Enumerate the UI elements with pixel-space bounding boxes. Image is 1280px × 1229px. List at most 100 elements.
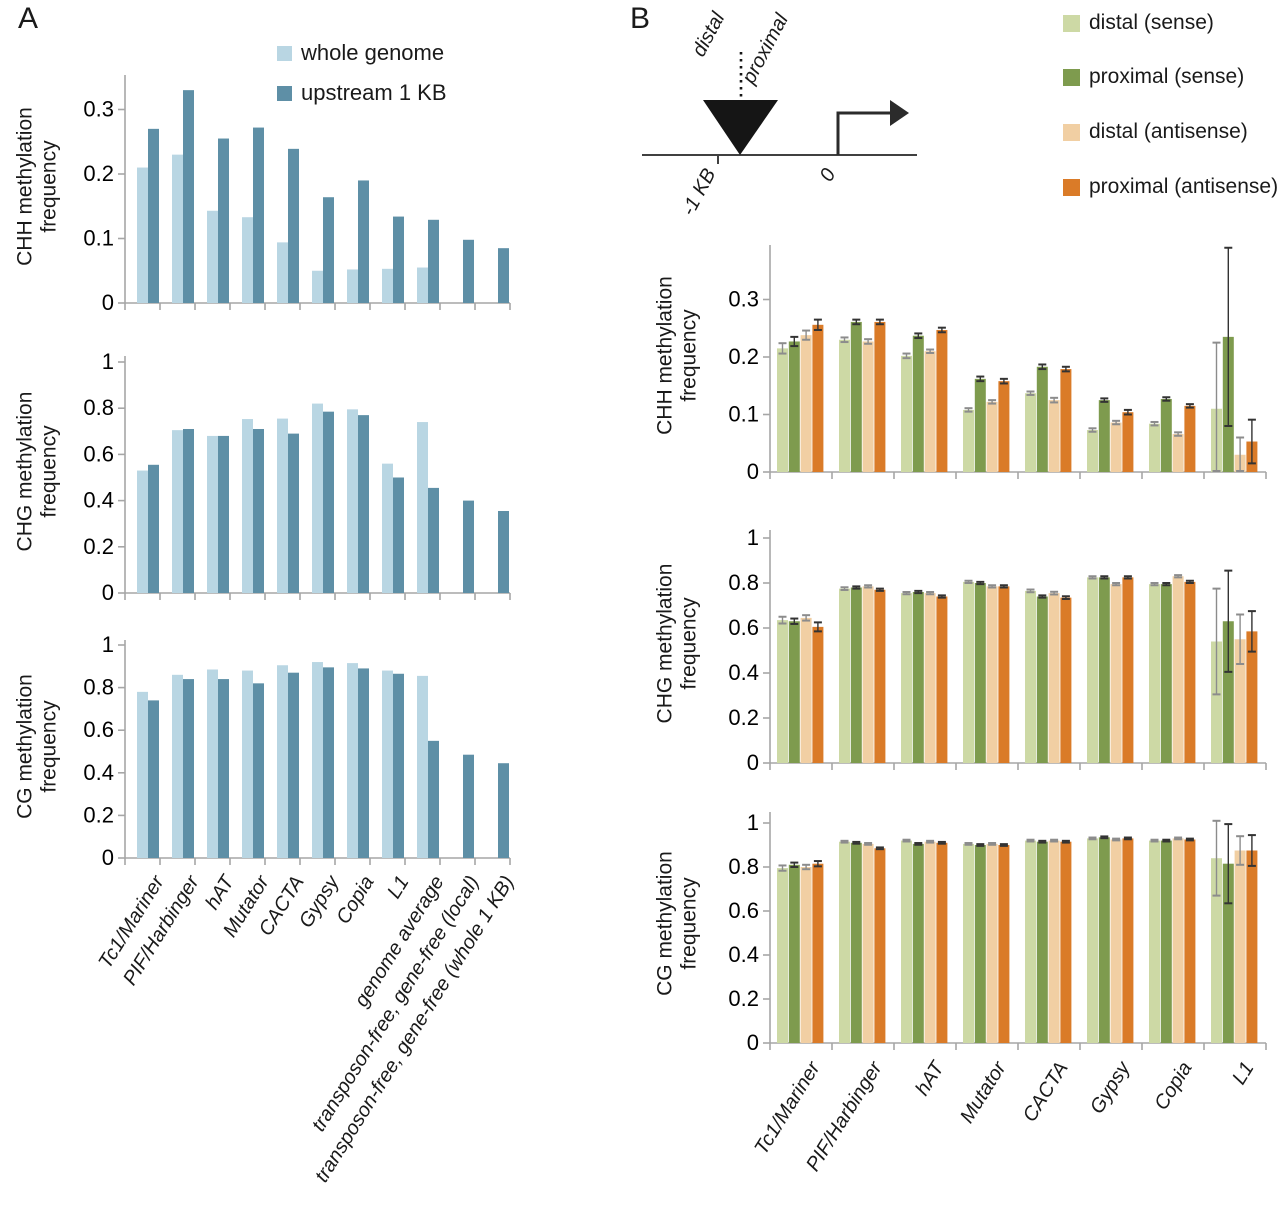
ylabel-a-chh: CHH methylation frequency bbox=[13, 107, 60, 266]
ylabel-b-chh: CHH methylation frequency bbox=[653, 276, 700, 435]
y-tick-label: 0.8 bbox=[728, 854, 759, 879]
bar bbox=[288, 672, 299, 858]
bar bbox=[242, 670, 253, 858]
bar bbox=[963, 409, 974, 472]
bar bbox=[1025, 840, 1036, 1043]
bar bbox=[924, 351, 936, 472]
bar bbox=[347, 269, 358, 303]
legend-item-proximal-antisense: proximal (antisense) bbox=[1063, 175, 1278, 199]
bar bbox=[1211, 858, 1222, 1043]
bar bbox=[1222, 621, 1234, 763]
gene-start-arrow bbox=[836, 111, 892, 155]
bar bbox=[912, 843, 924, 1043]
bar bbox=[382, 670, 393, 858]
y-tick-label: 0 bbox=[747, 1030, 759, 1055]
bar bbox=[1087, 838, 1098, 1043]
bar bbox=[242, 419, 253, 593]
bar bbox=[874, 321, 886, 472]
y-tick-label: 0.2 bbox=[83, 161, 114, 186]
bar bbox=[382, 463, 393, 593]
chart-b-chg-plot: 0 0.2 0.4 0.6 0.8 1 bbox=[728, 525, 1267, 775]
y-tick-label: 0.4 bbox=[83, 760, 114, 785]
bar bbox=[358, 668, 369, 858]
ylabel-a-chg: CHG methylation frequency bbox=[13, 391, 60, 552]
bar bbox=[1060, 841, 1072, 1043]
chart-a-chg-plot: 0 0.2 0.4 0.6 0.8 1 bbox=[83, 349, 511, 605]
bar bbox=[1234, 639, 1246, 763]
y-tick-label: 1 bbox=[747, 810, 759, 835]
bar bbox=[207, 669, 218, 858]
legend-item-upstream-1kb: upstream 1 KB bbox=[277, 80, 447, 106]
bar bbox=[800, 335, 812, 472]
bar bbox=[812, 626, 824, 763]
bar bbox=[963, 843, 974, 1043]
bar bbox=[986, 401, 998, 472]
bar bbox=[874, 848, 886, 1043]
bar bbox=[277, 665, 288, 858]
bar bbox=[1149, 840, 1160, 1043]
legend-label: distal (sense) bbox=[1089, 11, 1214, 34]
bar bbox=[1160, 840, 1172, 1043]
bar bbox=[1110, 422, 1122, 472]
bar bbox=[417, 267, 428, 303]
bar bbox=[253, 683, 264, 858]
chart-b-cg-plot: 0 0.2 0.4 0.6 0.8 1 bbox=[728, 810, 1267, 1055]
bar bbox=[1036, 841, 1048, 1043]
diagram-proximal-label: proximal bbox=[738, 10, 794, 88]
legend-swatch-distal-sense bbox=[1063, 14, 1080, 32]
bar bbox=[323, 197, 334, 303]
bar bbox=[974, 845, 986, 1043]
bar bbox=[901, 840, 912, 1043]
bar bbox=[218, 138, 229, 303]
legend-swatch-whole-genome bbox=[277, 45, 292, 61]
y-tick-label: 0 bbox=[747, 750, 759, 775]
bar bbox=[1122, 838, 1134, 1043]
legend-label: whole genome bbox=[301, 40, 445, 65]
bar bbox=[1110, 839, 1122, 1043]
y-tick-label: 1 bbox=[102, 632, 114, 657]
bar bbox=[463, 754, 474, 858]
bar bbox=[207, 210, 218, 303]
bar bbox=[172, 430, 183, 593]
y-tick-label: 0.4 bbox=[728, 660, 759, 685]
bar bbox=[998, 381, 1010, 472]
bar bbox=[1149, 423, 1160, 472]
bar bbox=[1172, 576, 1184, 763]
y-tick-label: 0 bbox=[102, 580, 114, 605]
bar bbox=[148, 700, 159, 858]
bar bbox=[428, 740, 439, 858]
bar bbox=[312, 662, 323, 858]
y-tick-label: 0.8 bbox=[83, 395, 114, 420]
bar bbox=[382, 268, 393, 303]
legend-label: proximal (sense) bbox=[1089, 65, 1245, 88]
y-tick-label: 0.1 bbox=[728, 402, 759, 427]
bar bbox=[183, 428, 194, 593]
bar bbox=[417, 675, 428, 858]
bar bbox=[1184, 839, 1196, 1043]
bar bbox=[1098, 577, 1110, 763]
bar bbox=[148, 128, 159, 303]
y-tick-label: 0.4 bbox=[83, 488, 114, 513]
bar bbox=[924, 593, 936, 763]
bar bbox=[862, 586, 874, 763]
bar bbox=[862, 843, 874, 1043]
legend-item-distal-sense: distal (sense) bbox=[1063, 11, 1214, 35]
bar bbox=[218, 679, 229, 858]
bar bbox=[1122, 412, 1134, 472]
bar bbox=[1184, 405, 1196, 472]
y-tick-label: 0 bbox=[102, 290, 114, 315]
bar bbox=[1160, 584, 1172, 763]
bar bbox=[253, 428, 264, 593]
bar bbox=[288, 148, 299, 303]
bar bbox=[1048, 400, 1060, 472]
ylabel-b-cg: CG methylation frequency bbox=[653, 851, 700, 996]
y-tick-label: 0.3 bbox=[83, 97, 114, 122]
gene-position-diagram: distal proximal -1 KB 0 bbox=[642, 8, 917, 220]
bar bbox=[839, 339, 850, 472]
chart-b-chh-plot: 0 0.1 0.2 0.3 bbox=[728, 245, 1267, 484]
bar bbox=[986, 843, 998, 1043]
bar bbox=[1172, 838, 1184, 1043]
legend-label: upstream 1 KB bbox=[301, 80, 447, 105]
bar bbox=[148, 464, 159, 593]
bar bbox=[312, 403, 323, 593]
